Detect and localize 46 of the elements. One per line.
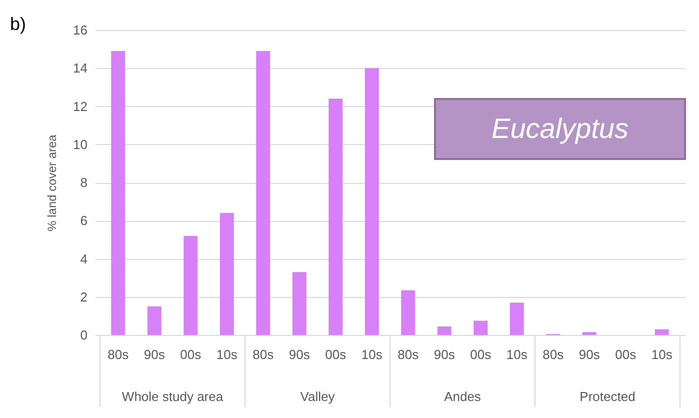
bar [510,302,524,335]
y-tick-label: 2 [80,289,88,304]
bar [256,50,270,335]
y-tick-label: 16 [73,22,88,38]
bar [184,236,198,335]
bar [654,329,669,335]
y-tick-label: 0 [80,328,88,342]
bar [437,326,452,335]
bar [401,290,416,335]
bar [328,98,343,335]
x-tick-label: 10s [651,347,673,362]
x-tick-label: 80s [252,347,274,362]
x-tick-label: 10s [216,347,238,362]
label-box: Eucalyptus [434,98,686,160]
x-tick-label: 10s [361,347,383,362]
bar [582,332,596,335]
x-tick-label: 80s [108,347,130,362]
text: Valley [300,389,336,404]
x-tick-label: 90s [578,347,600,362]
y-tick-label: 12 [73,98,88,114]
x-tick-label: 90s [434,347,456,362]
x-tick-label: 90s [144,347,166,362]
text: Andes [444,389,482,404]
x-tick-label: 00s [615,347,637,362]
y-tick-label: 4 [80,251,88,266]
x-tick-label: 00s [180,347,202,362]
x-tick-label: 10s [506,347,528,362]
y-tick-label: 6 [80,213,88,228]
x-tick-label: 00s [470,347,492,362]
bar [474,320,488,335]
text: Whole study area [122,389,224,404]
x-tick-label: 80s [398,347,420,362]
y-axis-title: % land cover area [45,134,60,232]
chart-title: b) [10,14,26,34]
bar [147,306,162,335]
bar [364,68,379,335]
x-tick-label: 80s [542,347,564,362]
y-tick-label: 10 [73,136,88,152]
bar [111,50,126,335]
bar [292,272,306,335]
bar [220,213,234,335]
x-tick-label: 00s [325,347,347,362]
text: Protected [580,389,636,404]
y-tick-label: 8 [80,175,88,190]
x-tick-label: 90s [288,347,310,362]
y-tick-label: 14 [73,60,88,76]
